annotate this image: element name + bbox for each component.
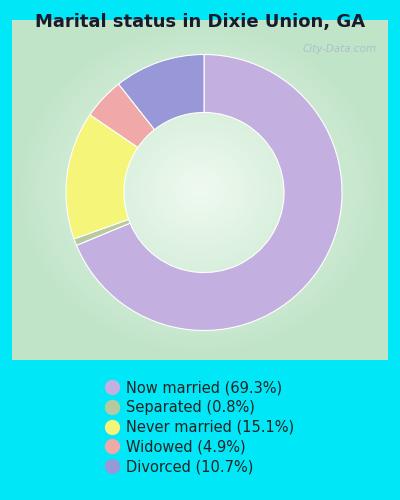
Wedge shape — [66, 115, 138, 239]
Text: City-Data.com: City-Data.com — [302, 44, 377, 54]
Wedge shape — [76, 54, 342, 330]
Wedge shape — [119, 54, 204, 130]
Wedge shape — [90, 84, 154, 148]
Legend: Now married (69.3%), Separated (0.8%), Never married (15.1%), Widowed (4.9%), Di: Now married (69.3%), Separated (0.8%), N… — [106, 380, 294, 474]
Wedge shape — [74, 220, 130, 246]
Text: Marital status in Dixie Union, GA: Marital status in Dixie Union, GA — [35, 12, 365, 30]
